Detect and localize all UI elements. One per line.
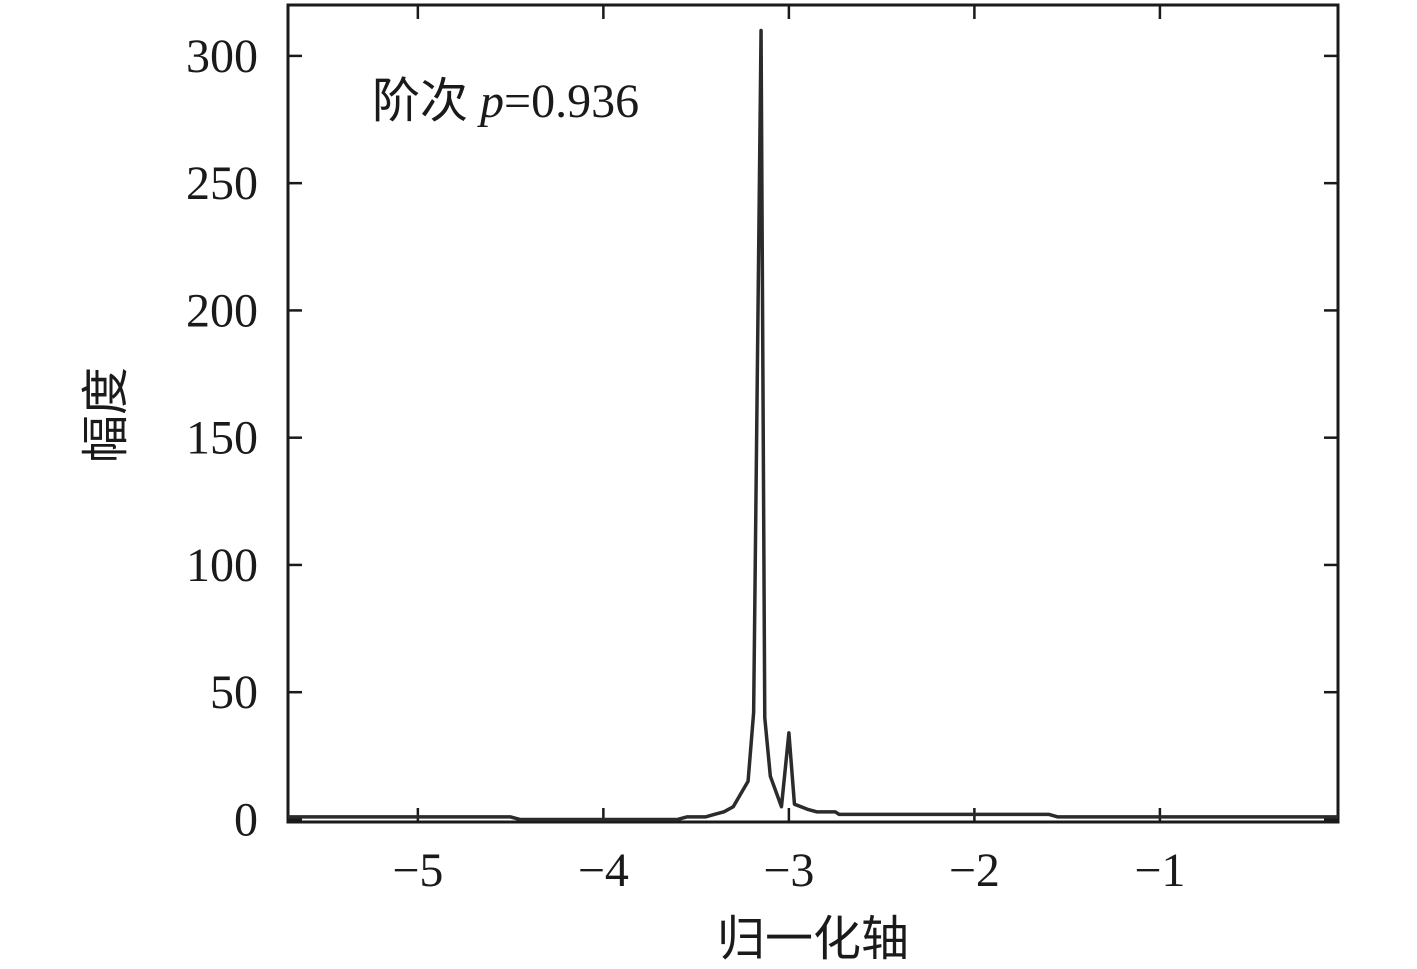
x-tick-label: −2 [949, 844, 1000, 897]
x-tick-label: −3 [763, 844, 814, 897]
y-tick-label: 200 [186, 284, 258, 337]
x-axis-label: 归一化轴 [717, 913, 909, 966]
annotation: 阶次 p=0.936 [372, 75, 639, 128]
x-tick-label: −1 [1134, 844, 1185, 897]
annotation-text: =0.936 [504, 75, 639, 128]
y-tick-label: 100 [186, 539, 258, 592]
y-axis-label: 幅度 [80, 367, 133, 463]
annotation-text: p [477, 75, 504, 128]
y-tick-label: 300 [186, 30, 258, 83]
y-tick-label: 250 [186, 157, 258, 210]
data-line [288, 28, 1338, 822]
annotation-text: 阶次 [372, 75, 480, 128]
y-tick-label: 150 [186, 412, 258, 465]
y-tick-label: 0 [234, 793, 258, 846]
y-tick-label: 50 [210, 666, 258, 719]
x-tick-label: −5 [392, 844, 443, 897]
x-tick-label: −4 [578, 844, 629, 897]
plot-frame [286, 3, 1340, 824]
